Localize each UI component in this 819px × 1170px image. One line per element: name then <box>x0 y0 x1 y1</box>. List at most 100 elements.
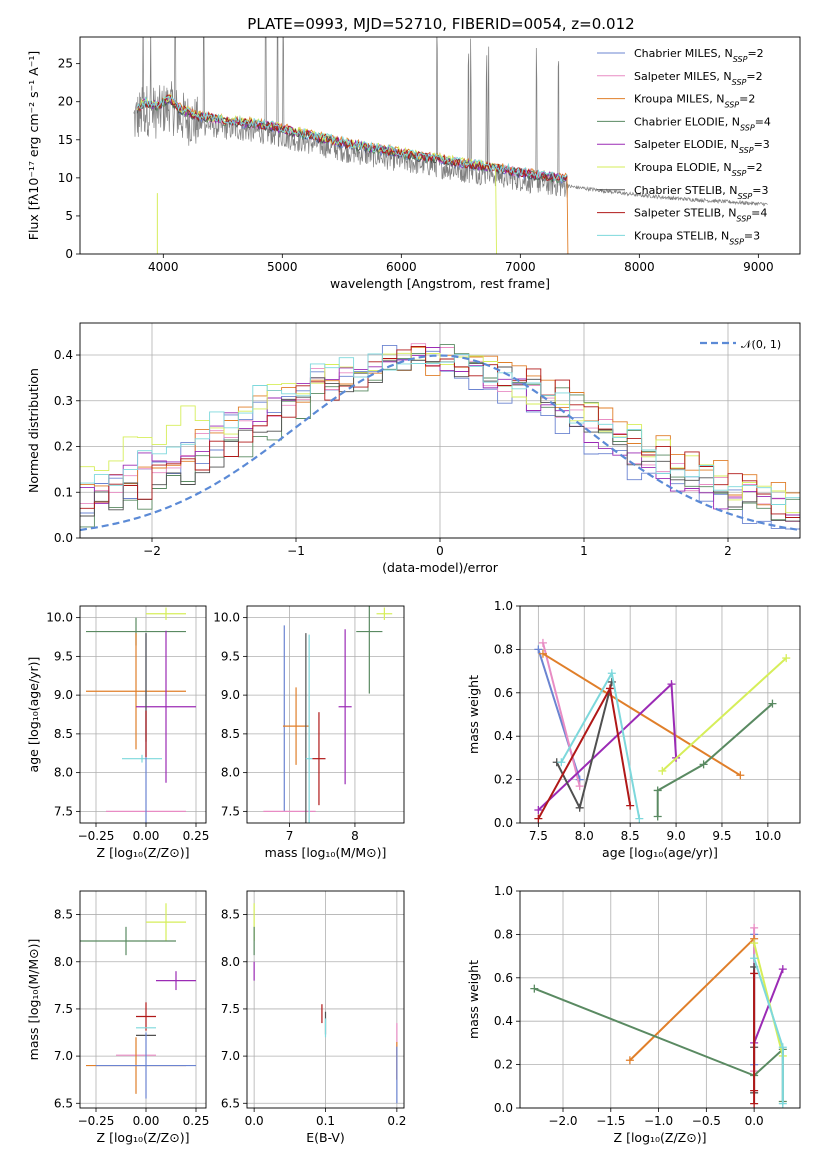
legend-label: 𝒩(0, 1) <box>741 338 781 351</box>
panel-age_vs_Z: −0.25 0.00 0.25 7.5 8.0 8.5 9.0 9.5 10.0 Z [log₁₀… <box>26 605 210 860</box>
x-tick-label: 0.25 <box>183 829 210 843</box>
x-tick-label: 10.0 <box>755 829 782 843</box>
errorbar-point <box>146 607 186 620</box>
data-point-marker <box>778 1099 787 1108</box>
x-tick-label: 8000 <box>624 260 655 274</box>
y-tick-label: 7.0 <box>54 1049 73 1063</box>
series-line-kroupa-stelib <box>560 670 641 819</box>
x-axis-label: wavelength [Angstrom, rest frame] <box>330 276 550 291</box>
y-tick-label: 1.0 <box>494 884 513 898</box>
y-tick-label: 0.0 <box>54 531 73 545</box>
data-point-marker <box>534 645 543 654</box>
x-tick-label: −1.0 <box>644 1114 673 1128</box>
y-tick-label: 8.0 <box>221 955 240 969</box>
x-tick-label: 0.0 <box>245 1114 264 1128</box>
x-tick-label: 0.00 <box>133 829 160 843</box>
series-line-kroupa-elodie <box>661 657 787 772</box>
errorbar-point <box>96 1032 196 1099</box>
y-tick-label: 10 <box>58 171 73 185</box>
x-tick-label: 4000 <box>148 260 179 274</box>
y-tick-label: 10.0 <box>46 611 73 625</box>
legend-label: Kroupa STELIB, NSSP=3 <box>634 229 760 246</box>
data-point-marker <box>534 814 543 823</box>
data-point-marker <box>530 984 539 993</box>
data-point-marker <box>653 786 662 795</box>
x-tick-label: 1 <box>580 544 588 558</box>
data-point-marker <box>778 965 787 974</box>
axes-frame <box>79 890 207 1109</box>
errorbar-point <box>122 754 162 763</box>
plot-area <box>86 607 196 823</box>
data-point-marker <box>750 969 759 978</box>
y-axis-label: Normed distribution <box>26 368 41 493</box>
data-point-marker <box>605 684 614 693</box>
y-tick-label: 8.5 <box>221 727 240 741</box>
legend-label: Salpeter MILES, NSSP=2 <box>634 70 763 87</box>
y-tick-label: 0.6 <box>494 686 513 700</box>
y-axis-label: mass [log₁₀(M/M⊙)] <box>26 939 41 1061</box>
y-tick-label: 0.6 <box>494 971 513 985</box>
y-tick-label: 0.0 <box>494 816 513 830</box>
y-tick-label: 8.0 <box>54 955 73 969</box>
figure-title: PLATE=0993, MJD=52710, FIBERID=0054, z=0… <box>247 15 634 33</box>
panel-mass_vs_Z: −0.25 0.00 0.25 6.5 7.0 7.5 8.0 8.5 Z [log₁₀(Z/Z… <box>26 890 209 1145</box>
y-tick-label: 9.0 <box>54 688 73 702</box>
series-line-kroupa-miles <box>542 652 741 777</box>
errorbar-point <box>305 634 313 823</box>
x-axis-label: Z [log₁₀(Z/Z⊙)] <box>614 1130 707 1145</box>
plot-area <box>80 903 196 1099</box>
x-tick-label: −2.0 <box>548 1114 577 1128</box>
y-tick-label: 0.0 <box>494 1101 513 1115</box>
gaussian-curve <box>80 354 800 532</box>
x-tick-label: −0.25 <box>78 829 115 843</box>
plot-area <box>263 606 393 823</box>
data-point-marker <box>653 812 662 821</box>
x-tick-label: 7000 <box>505 260 536 274</box>
plot-area <box>133 37 768 254</box>
y-tick-label: 0.2 <box>494 773 513 787</box>
data-point-marker <box>750 923 759 932</box>
y-tick-label: 6.5 <box>54 1096 73 1110</box>
errorbar-point <box>80 926 176 956</box>
x-tick-label: 0 <box>436 544 444 558</box>
data-point-marker <box>750 1099 759 1108</box>
data-point-marker <box>658 766 667 775</box>
y-tick-label: 8.0 <box>54 766 73 780</box>
x-tick-label: 2 <box>724 544 732 558</box>
panels: 4000 5000 6000 7000 8000 90000510152025wavele… <box>26 36 801 1145</box>
legend-label: Salpeter ELODIE, NSSP=3 <box>634 138 770 155</box>
legend-label: Chabrier STELIB, NSSP=3 <box>634 184 768 201</box>
legend-label: Chabrier ELODIE, NSSP=4 <box>634 115 771 131</box>
x-tick-label: 0.1 <box>316 1114 335 1128</box>
series-line-kroupa-miles <box>629 937 755 1062</box>
data-point-marker <box>768 699 777 708</box>
plot-area <box>253 903 398 1104</box>
legend-label: Kroupa MILES, NSSP=2 <box>634 93 755 110</box>
x-tick-label: 0.00 <box>133 1114 160 1128</box>
data-point-marker <box>625 1056 634 1065</box>
errorbar-point <box>136 1002 156 1031</box>
x-tick-label: 0.0 <box>745 1114 764 1128</box>
panel-spectrum: 4000 5000 6000 7000 8000 9000 0 5 10 15 20 25 wavele… <box>26 36 801 291</box>
data-point-marker <box>575 782 584 791</box>
legend-label: Chabrier MILES, NSSP=2 <box>634 47 764 64</box>
x-tick-label: 5000 <box>267 260 298 274</box>
data-spectrum-line <box>133 37 768 207</box>
y-tick-label: 9.5 <box>54 649 73 663</box>
x-tick-label: −1 <box>287 544 305 558</box>
histogram-kroupa-stelib <box>80 353 800 505</box>
x-axis-label: Z [log₁₀(Z/Z⊙)] <box>97 1130 190 1145</box>
panel-mass_weight_vs_Z: −2.0 −1.5 −1.0 −0.5 0.0 0.0 0.2 0.4 0.6 0.8 1.0 Z [… <box>466 884 801 1145</box>
data-point-marker <box>750 939 759 948</box>
axes-frame <box>519 890 801 1109</box>
y-tick-label: 7.5 <box>221 804 240 818</box>
y-axis-label: mass weight <box>466 675 481 754</box>
y-tick-label: 9.5 <box>221 649 240 663</box>
y-tick-label: 7.0 <box>221 1049 240 1063</box>
panel-mass_weight_vs_age: 7.5 8.0 8.5 9.0 9.5 10.0 0.0 0.2 0.4 0.6 0.8 1.0 age… <box>466 599 801 860</box>
x-tick-label: 9.0 <box>667 829 686 843</box>
series-line-salpeter-miles <box>542 642 581 787</box>
data-point-marker <box>750 954 759 963</box>
plot-area <box>80 343 800 532</box>
